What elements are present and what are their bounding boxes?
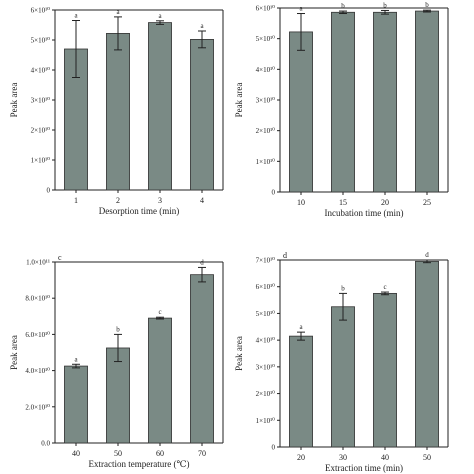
y-tick-label: 5×10¹⁰: [256, 35, 276, 43]
significance-letter: b: [341, 284, 345, 292]
x-axis-title: Incubation time (min): [325, 208, 404, 218]
bar: [64, 365, 88, 444]
x-tick-label: 3: [158, 196, 162, 205]
bar: [106, 33, 130, 191]
chart-panel-4: 0 1×10¹⁰ 2×10¹⁰ 3×10¹⁰ 4×10¹⁰ 5×10¹⁰ 6×10¹⁰ 7×1…: [234, 251, 449, 473]
y-tick-label: 6×10¹⁰: [256, 5, 276, 13]
significance-letter: a: [200, 22, 204, 30]
x-axis-title: Extraction temperature (℃): [88, 459, 189, 469]
bar: [331, 306, 355, 448]
y-tick-label: 3×10¹⁰: [256, 363, 276, 371]
y-tick-label: 5×10¹⁰: [256, 310, 276, 318]
significance-letter: a: [158, 12, 162, 20]
significance-letter: d: [425, 251, 429, 259]
y-tick-label: 1×10¹⁰: [256, 417, 276, 425]
x-tick-label: 20: [381, 198, 389, 207]
significance-letter: c: [383, 283, 386, 291]
significance-letter: d: [200, 258, 204, 266]
y-tick-label: 3×10¹⁰: [31, 97, 51, 105]
x-tick-label: 2: [116, 196, 120, 205]
x-tick-label: 4: [200, 196, 204, 205]
y-axis-title: Peak area: [9, 83, 19, 118]
significance-letter: b: [425, 1, 429, 9]
y-tick-label: 6×10¹⁰: [31, 7, 51, 15]
y-tick-label: 2.0×10¹⁰: [25, 403, 50, 411]
x-tick-label: 40: [381, 453, 389, 462]
y-axis-title: Peak area: [234, 83, 244, 118]
y-tick-label: 7×10¹⁰: [256, 257, 276, 265]
significance-letter: a: [299, 5, 303, 13]
x-tick-label: 40: [72, 449, 80, 458]
panel-letter: c: [58, 253, 62, 262]
y-tick-label: 0: [272, 189, 276, 197]
y-tick-label: 1×10¹⁰: [256, 158, 276, 166]
y-tick-label: 2×10¹⁰: [256, 127, 276, 135]
x-tick-label: 15: [339, 198, 347, 207]
y-tick-label: 0.0: [41, 440, 50, 448]
significance-letter: b: [116, 325, 120, 333]
chart-panel-1: 0 1×10¹⁰ 2×10¹⁰ 3×10¹⁰ 4×10¹⁰ 5×10¹⁰ 6×10¹⁰ a 1 a…: [9, 7, 224, 216]
significance-letter: a: [299, 323, 303, 331]
x-tick-label: 1: [74, 196, 78, 205]
significance-letter: c: [158, 308, 161, 316]
y-tick-label: 0: [272, 444, 276, 452]
x-tick-label: 10: [297, 198, 305, 207]
significance-letter: a: [116, 8, 120, 16]
y-tick-label: 4.0×10¹⁰: [25, 367, 50, 375]
x-axis-title: Extraction time (min): [325, 463, 403, 473]
y-axis-title: Peak area: [9, 335, 19, 370]
y-tick-label: 6×10¹⁰: [256, 283, 276, 291]
y-tick-label: 5×10¹⁰: [31, 37, 51, 45]
bar: [289, 31, 313, 193]
bar: [373, 292, 397, 448]
significance-letter: a: [74, 12, 78, 20]
significance-letter: b: [341, 2, 345, 10]
y-tick-label: 2×10¹⁰: [256, 390, 276, 398]
y-tick-label: 4×10¹⁰: [31, 67, 51, 75]
bar: [106, 347, 130, 444]
y-tick-label: 1×10¹⁰: [31, 157, 51, 165]
bar: [373, 11, 397, 193]
y-tick-label: 1.0×10¹¹: [26, 259, 50, 267]
bar: [190, 39, 214, 191]
x-axis-title: Desorption time (min): [99, 206, 180, 216]
y-tick-label: 3×10¹⁰: [256, 97, 276, 105]
significance-letter: a: [74, 355, 78, 363]
bar: [415, 260, 439, 448]
x-tick-label: 20: [297, 453, 305, 462]
bar: [331, 11, 355, 193]
x-tick-label: 50: [423, 453, 431, 462]
y-axis-title: Peak area: [234, 336, 244, 371]
panel-letter: d: [283, 251, 287, 260]
y-tick-label: 0: [47, 187, 51, 195]
bar: [148, 317, 172, 444]
bar: [289, 335, 313, 448]
significance-letter: b: [383, 1, 387, 9]
x-tick-label: 25: [423, 198, 431, 207]
x-tick-label: 70: [198, 449, 206, 458]
y-tick-label: 4×10¹⁰: [256, 337, 276, 345]
x-tick-label: 60: [156, 449, 164, 458]
x-tick-label: 30: [339, 453, 347, 462]
y-tick-label: 6.0×10¹⁰: [25, 331, 50, 339]
y-tick-label: 2×10¹⁰: [31, 127, 51, 135]
x-tick-label: 50: [114, 449, 122, 458]
chart-panel-3: 0.0 2.0×10¹⁰ 4.0×10¹⁰ 6.0×10¹⁰ 8.0×10¹⁰ 1.0×1…: [9, 253, 224, 469]
bar: [415, 10, 439, 193]
bar: [190, 274, 214, 444]
bar: [148, 22, 172, 191]
chart-panel-2: 0 1×10¹⁰ 2×10¹⁰ 3×10¹⁰ 4×10¹⁰ 5×10¹⁰ 6×10¹⁰ a 10…: [234, 1, 449, 218]
y-tick-label: 4×10¹⁰: [256, 66, 276, 74]
y-tick-label: 8.0×10¹⁰: [25, 295, 50, 303]
